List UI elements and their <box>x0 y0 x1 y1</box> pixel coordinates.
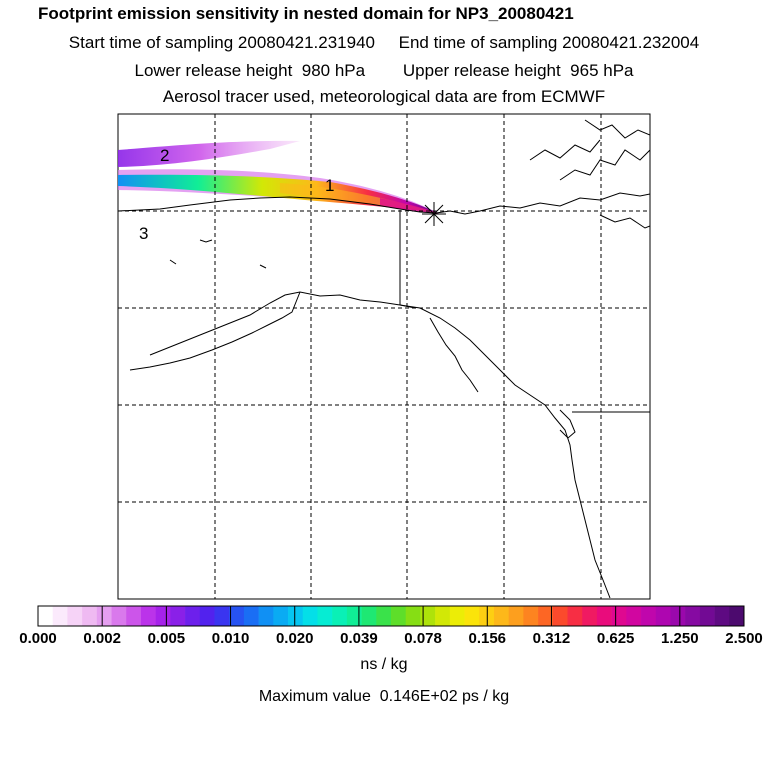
arctic-islands-1 <box>559 149 650 181</box>
colorbar-swatch <box>332 606 348 626</box>
plume-label-2: 2 <box>160 146 169 165</box>
colorbar-swatch <box>140 606 156 626</box>
colorbar-tick-label: 0.156 <box>468 630 507 647</box>
colorbar-swatch <box>567 606 583 626</box>
colorbar-swatch <box>405 606 421 626</box>
colorbar-swatch <box>626 606 642 626</box>
colorbar-swatch <box>435 606 451 626</box>
colorbar-tick-label: 0.010 <box>211 630 250 647</box>
colorbar-swatch <box>670 606 686 626</box>
alaska-peninsula <box>129 291 301 371</box>
tracer-info: Aerosol tracer used, meteorological data… <box>162 87 606 106</box>
colorbar-swatch <box>493 606 509 626</box>
colorbar-swatch <box>641 606 657 626</box>
arctic-islands-2 <box>584 119 650 139</box>
colorbar-swatch <box>699 606 715 626</box>
canadian-arctic-coast <box>479 192 650 212</box>
coastlines <box>118 119 650 599</box>
alaska-canada-border <box>399 210 416 309</box>
maximum-value: Maximum value 0.146E+02 ps / kg <box>258 688 510 705</box>
colorbar-swatch <box>258 606 274 626</box>
colorbar-swatch <box>52 606 68 626</box>
colorbar-tick-label: 0.002 <box>83 630 121 647</box>
colorbar-swatch <box>361 606 377 626</box>
plume-label-1: 1 <box>325 176 334 195</box>
political-borders <box>399 210 650 413</box>
vancouver-island <box>559 409 576 439</box>
colorbar-swatch <box>420 606 436 626</box>
colorbar-tick-label: 1.250 <box>661 630 699 647</box>
colorbar-tick-label: 0.312 <box>532 630 571 647</box>
plume-peak-core <box>380 198 440 214</box>
colorbar-tick-label: 0.625 <box>596 630 635 647</box>
colorbar <box>37 605 745 627</box>
colorbar-swatch <box>611 606 627 626</box>
colorbar-unit: ns / kg <box>360 656 408 673</box>
bering-islands <box>169 239 267 269</box>
lower-release-height: Lower release height 980 hPa <box>134 61 366 80</box>
colorbar-swatch <box>376 606 392 626</box>
colorbar-swatch <box>111 606 127 626</box>
pacific-coast <box>149 291 611 599</box>
colorbar-swatch <box>552 606 568 626</box>
colorbar-swatch <box>302 606 318 626</box>
colorbar-swatch <box>214 606 230 626</box>
colorbar-swatch <box>449 606 465 626</box>
colorbar-swatch <box>243 606 259 626</box>
colorbar-tick-label: 0.020 <box>275 630 314 647</box>
colorbar-swatch <box>273 606 289 626</box>
release-heights: Lower release height 980 hPa Upper relea… <box>0 61 768 81</box>
colorbar-swatch <box>199 606 215 626</box>
colorbar-tick-label: 0.078 <box>404 630 442 647</box>
colorbar-swatch <box>229 606 245 626</box>
colorbar-swatch <box>729 606 745 626</box>
colorbar-swatch <box>523 606 539 626</box>
inside-passage <box>429 317 479 393</box>
graticule <box>118 114 650 599</box>
colorbar-swatch <box>655 606 671 626</box>
arctic-islands-3 <box>529 139 601 161</box>
colorbar-swatch <box>126 606 142 626</box>
colorbar-swatch <box>391 606 407 626</box>
colorbar-swatch <box>479 606 495 626</box>
colorbar-swatch <box>38 606 54 626</box>
colorbar-swatch <box>185 606 201 626</box>
colorbar-tick-label: 0.005 <box>147 630 186 647</box>
colorbar-swatch <box>96 606 112 626</box>
colorbar-swatch <box>596 606 612 626</box>
colorbar-tick-label: 2.500 <box>725 630 763 647</box>
colorbar-swatch <box>82 606 98 626</box>
colorbar-swatch <box>170 606 186 626</box>
colorbar-swatch <box>346 606 362 626</box>
colorbar-swatch <box>582 606 598 626</box>
hudson-coast <box>599 214 650 229</box>
colorbar-swatch <box>538 606 554 626</box>
upper-release-height: Upper release height 965 hPa <box>402 61 634 80</box>
plot-title: Footprint emission sensitivity in nested… <box>38 4 574 23</box>
end-time: End time of sampling 20080421.232004 <box>398 33 700 52</box>
plume-main-core <box>118 174 438 213</box>
plume-label-3: 3 <box>139 224 148 243</box>
colorbar-swatch <box>67 606 83 626</box>
colorbar-tick-label: 0.000 <box>19 630 57 647</box>
colorbar-swatch <box>155 606 171 626</box>
colorbar-swatch <box>685 606 701 626</box>
colorbar-tick-labels: 0.000 0.002 0.005 0.010 0.020 0.039 0.078 0.156… <box>0 630 768 650</box>
colorbar-swatch <box>288 606 304 626</box>
colorbar-swatch <box>714 606 730 626</box>
colorbar-swatch <box>317 606 333 626</box>
release-star <box>422 202 446 226</box>
plume-upper-branch <box>118 140 300 167</box>
colorbar-border <box>37 605 745 627</box>
start-time: Start time of sampling 20080421.231940 <box>68 33 376 52</box>
sampling-times: Start time of sampling 20080421.231940 E… <box>0 33 768 53</box>
colorbar-swatch <box>508 606 524 626</box>
colorbar-tick-label: 0.039 <box>340 630 378 647</box>
colorbar-swatch <box>464 606 480 626</box>
